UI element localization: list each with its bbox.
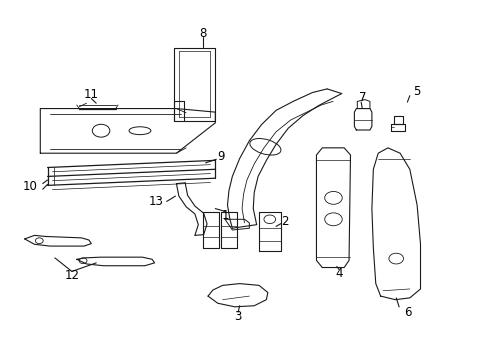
Text: 10: 10 (23, 180, 38, 193)
Text: 11: 11 (83, 88, 99, 101)
Text: 6: 6 (403, 306, 410, 319)
Text: 8: 8 (199, 27, 206, 40)
Text: 12: 12 (64, 269, 79, 282)
Text: 3: 3 (234, 310, 242, 323)
Text: 9: 9 (217, 150, 224, 163)
Text: 5: 5 (412, 85, 420, 98)
Text: 13: 13 (148, 195, 163, 208)
Text: 7: 7 (358, 91, 366, 104)
Text: 1: 1 (221, 208, 228, 221)
Text: 2: 2 (281, 215, 288, 228)
Text: 4: 4 (334, 267, 342, 280)
